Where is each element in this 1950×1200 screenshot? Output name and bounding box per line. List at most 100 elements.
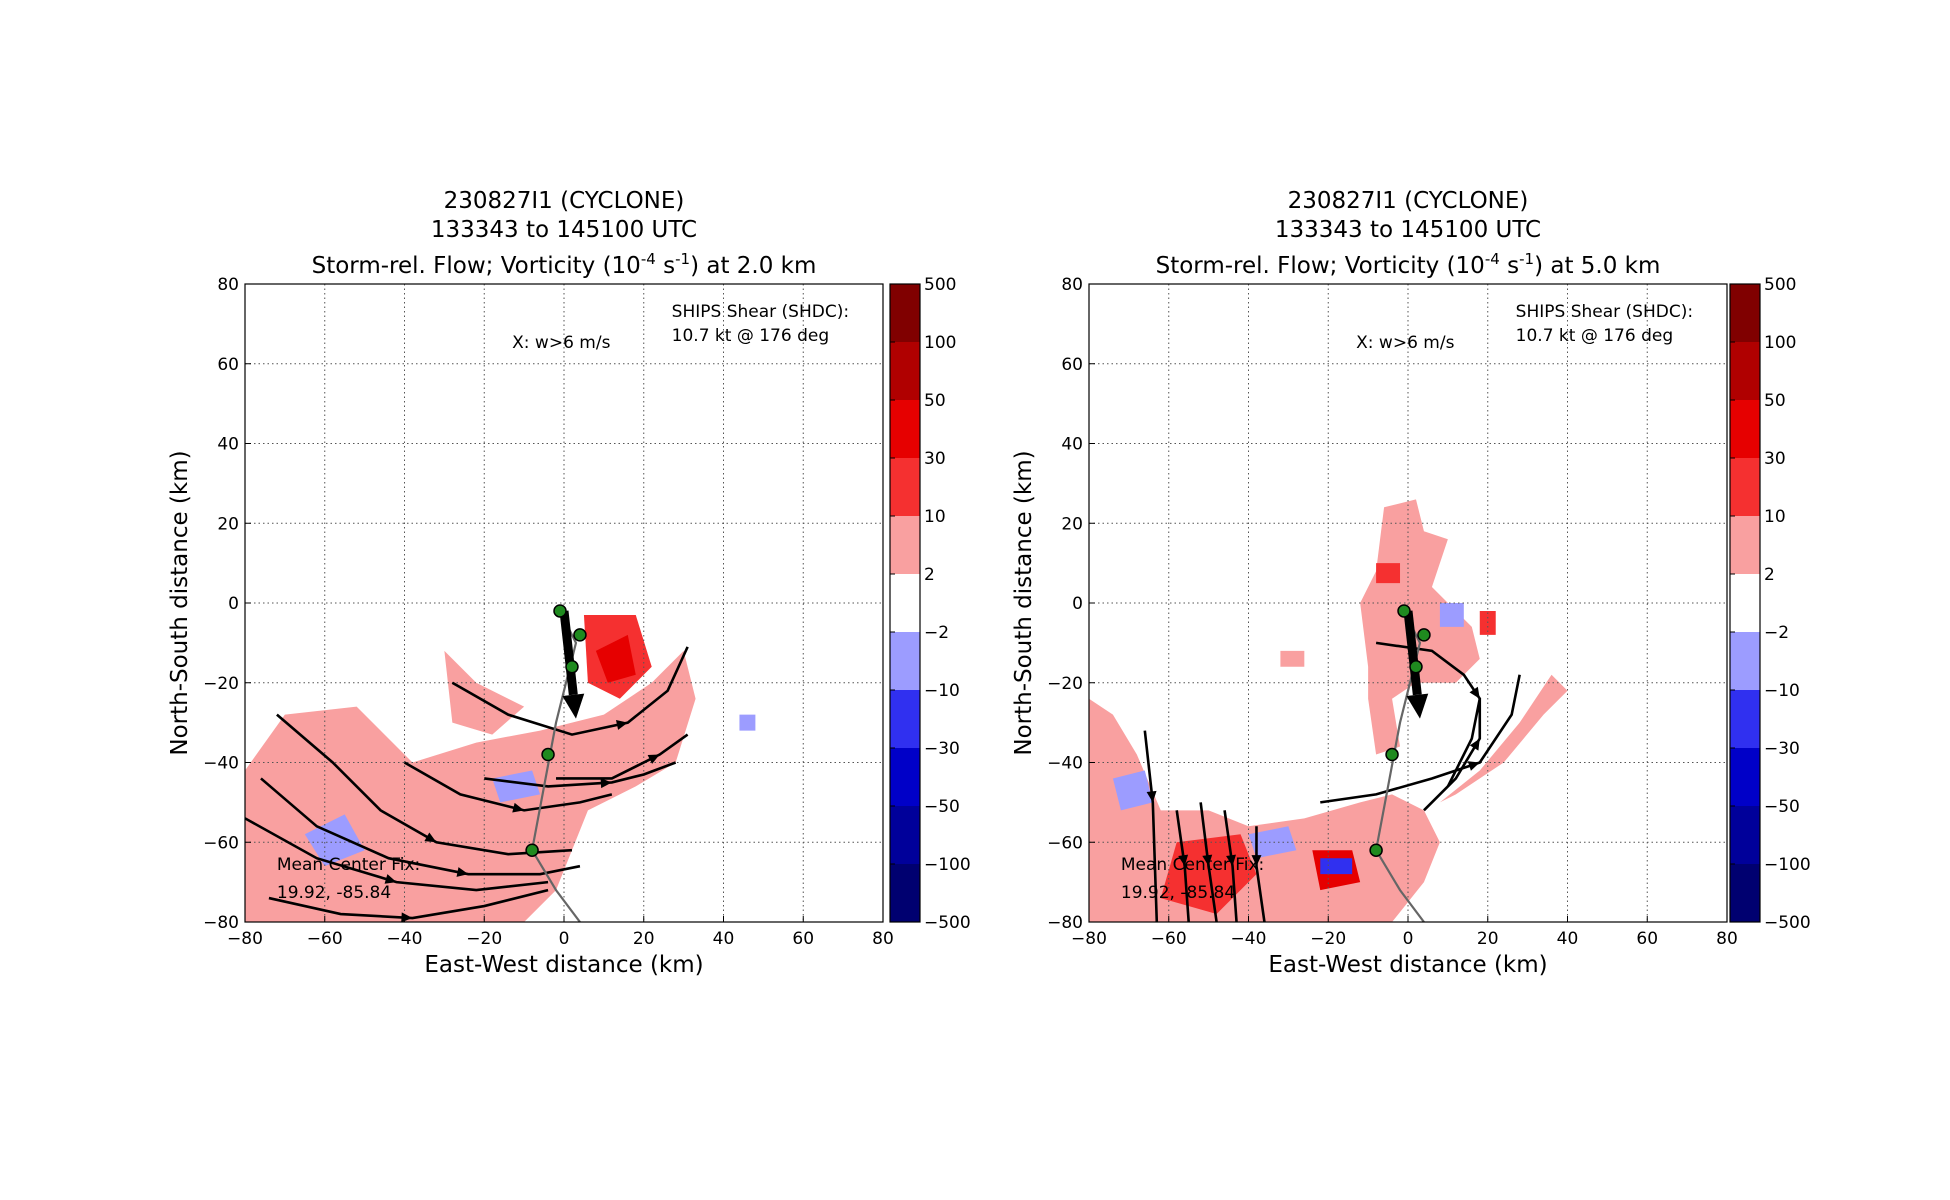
colorbar-segment	[890, 400, 920, 458]
y-tick-label: 40	[1061, 435, 1083, 455]
x-tick-label: 0	[559, 929, 570, 949]
x-tick-label: −60	[307, 929, 343, 949]
center-fix-point	[541, 747, 555, 762]
colorbar-segment	[1730, 458, 1760, 516]
colorbar-segment	[1730, 342, 1760, 400]
vorticity-region	[492, 770, 541, 803]
streamline-arrowhead	[600, 778, 612, 789]
shear-note-value: 10.7 kt @ 176 deg	[672, 326, 829, 346]
x-tick-label: 20	[1477, 929, 1499, 949]
x-tick-label: −40	[1231, 929, 1267, 949]
center-fix-point	[553, 604, 567, 618]
x-tick-label: −20	[1310, 929, 1346, 949]
colorbar-segment	[890, 748, 920, 806]
y-tick-label: −60	[203, 833, 239, 853]
colorbar-segment	[890, 864, 920, 922]
vorticity-region	[245, 650, 696, 922]
colorbar-segment	[1730, 806, 1760, 864]
colorbar-tick-label: 2	[1764, 565, 1775, 585]
shear-vector-head	[1406, 693, 1429, 719]
vorticity-region	[1439, 603, 1464, 627]
colorbar-tick-label: 50	[924, 391, 946, 411]
y-tick-label: −80	[203, 913, 239, 933]
center-fix-note-value: 19.92, -85.84	[277, 883, 391, 903]
title-part: -1	[1519, 250, 1534, 268]
colorbar-tick-label: −100	[924, 855, 971, 875]
colorbar-tick-label: −30	[1764, 739, 1800, 759]
vorticity-region	[1280, 650, 1305, 667]
x-tick-label: −80	[1071, 929, 1107, 949]
colorbar-tick-label: −100	[1764, 855, 1811, 875]
streamline	[1375, 641, 1482, 788]
title-part: -1	[675, 250, 690, 268]
colorbar-tick-label: 100	[924, 333, 956, 353]
x-tick-label: 40	[1557, 929, 1579, 949]
colorbar-tick-label: −30	[924, 739, 960, 759]
y-tick-label: −20	[1047, 674, 1083, 694]
streamline	[1199, 802, 1218, 922]
center-fix-point	[565, 660, 579, 674]
colorbar-tick-label: −500	[924, 913, 971, 933]
chart-title-line1: 230827I1 (CYCLONE)	[444, 188, 685, 214]
x-axis-label: East-West distance (km)	[424, 952, 703, 978]
x-axis-label: East-West distance (km)	[1268, 952, 1547, 978]
colorbar-tick-label: 10	[924, 507, 946, 527]
colorbar-tick-label: 100	[1764, 333, 1796, 353]
shear-vector-head	[562, 693, 585, 719]
vorticity-region	[1439, 674, 1568, 803]
center-fix-point	[1369, 843, 1383, 857]
colorbar-tick-label: 500	[1764, 275, 1796, 295]
shear-note-title: SHIPS Shear (SHDC):	[672, 302, 849, 322]
streamline	[268, 888, 549, 920]
streamline	[484, 761, 677, 788]
x-tick-label: −40	[387, 929, 423, 949]
y-tick-label: −80	[1047, 913, 1083, 933]
colorbar-tick-label: 50	[1764, 391, 1786, 411]
y-tick-label: −40	[203, 754, 239, 774]
y-tick-label: 20	[217, 514, 239, 534]
y-tick-label: 60	[1061, 355, 1083, 375]
streamline-arrowhead	[1467, 761, 1480, 771]
colorbar-segment	[890, 574, 920, 632]
y-tick-label: 80	[217, 275, 239, 295]
x-tick-label: 60	[792, 929, 814, 949]
streamline-arrowhead	[615, 720, 628, 730]
chart-panel-2: 230827I1 (CYCLONE) 133343 to 145100 UTC St…	[1011, 188, 1811, 978]
streamline-arrowhead	[1178, 854, 1189, 867]
center-fix-note-title: Mean Center Fix:	[1121, 855, 1264, 875]
title-part: s	[656, 253, 675, 279]
chart-title-line2: 133343 to 145100 UTC	[1275, 217, 1541, 243]
colorbar-segment	[890, 690, 920, 748]
colorbar-segment	[1730, 516, 1760, 574]
x-tick-label: 20	[633, 929, 655, 949]
colorbar-tick-label: −2	[924, 623, 949, 643]
streamline-arrowhead	[1469, 686, 1480, 699]
streamline-arrowhead	[424, 832, 437, 843]
plot-area	[245, 284, 883, 922]
streamline	[556, 733, 689, 780]
x-tick-label: −80	[227, 929, 263, 949]
title-part: Storm-rel. Flow; Vorticity (10	[1156, 253, 1485, 279]
colorbar-tick-label: −10	[924, 681, 960, 701]
x-tick-label: 40	[713, 929, 735, 949]
center-fix-note-value: 19.92, -85.84	[1121, 883, 1235, 903]
x-tick-label: 60	[1636, 929, 1658, 949]
title-part: -4	[641, 250, 656, 268]
colorbar-tick-label: 30	[1764, 449, 1786, 469]
y-tick-label: −60	[1047, 833, 1083, 853]
vorticity-region	[1248, 826, 1297, 859]
w-marker-note: X: w>6 m/s	[1356, 333, 1454, 353]
colorbar-tick-label: 30	[924, 449, 946, 469]
colorbar-frame	[1729, 283, 1761, 923]
colorbar-segment	[890, 806, 920, 864]
colorbar-segment	[890, 284, 920, 342]
colorbar-tick-label: 10	[1764, 507, 1786, 527]
colorbar-frame	[889, 283, 921, 923]
vorticity-region	[739, 714, 756, 731]
streamline-arrowhead	[384, 874, 397, 884]
chart-title-line1: 230827I1 (CYCLONE)	[1288, 188, 1529, 214]
y-tick-label: 60	[217, 355, 239, 375]
center-fix-point	[573, 628, 587, 642]
y-axis-label: North-South distance (km)	[167, 450, 193, 755]
y-axis-label: North-South distance (km)	[1011, 450, 1037, 755]
